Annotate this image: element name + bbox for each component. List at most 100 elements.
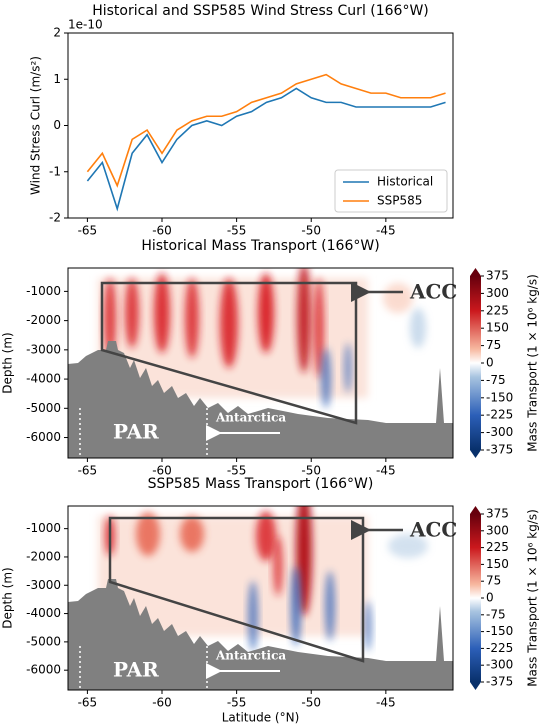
annotation: PAR — [113, 420, 159, 444]
colorbar-tick-label: -225 — [486, 408, 513, 422]
colorbar-label: Mass Transport (1 × 10⁶ kg/s) — [526, 509, 540, 687]
annotation: Antarctica — [215, 411, 286, 425]
plot-frame — [67, 505, 454, 691]
annotation: PAR — [113, 658, 159, 682]
colorbar-extend — [470, 450, 481, 458]
x-tick-label: -45 — [376, 696, 396, 710]
y-tick-label: -2000 — [26, 313, 61, 327]
series-line — [86, 87, 446, 212]
y-tick-label: 1 — [53, 72, 61, 86]
colorbar-tick-label: -300 — [486, 425, 513, 439]
x-tick-label: -60 — [152, 464, 172, 478]
y-tick-label: -1 — [49, 164, 61, 178]
field-blob — [325, 571, 335, 641]
colorbar-tick-label: 75 — [486, 338, 501, 352]
field-blob — [291, 566, 301, 646]
field-blob — [180, 516, 204, 552]
chart-title: Historical Mass Transport (166°W) — [141, 238, 379, 254]
plot-frame — [67, 267, 454, 459]
field-blob — [256, 511, 276, 561]
field-blob — [104, 278, 116, 358]
annotations: ACC PAR Antarctica — [113, 280, 457, 444]
bathymetry — [68, 579, 453, 690]
field — [68, 506, 453, 690]
offset-label: 1e-10 — [68, 18, 103, 32]
x-tick-label: -45 — [376, 224, 396, 238]
x-tick-label: -50 — [301, 224, 321, 238]
x-tick-label: -50 — [301, 696, 321, 710]
colorbar-tick-label: -225 — [486, 641, 513, 655]
x-tick-label: -55 — [227, 696, 247, 710]
y-axis-label: Depth (m) — [1, 332, 15, 393]
y-tick-label: -2 — [49, 211, 61, 225]
annotations: ACC PAR Antarctica — [113, 518, 457, 682]
field-blob — [383, 283, 413, 313]
y-tick-label: 2 — [53, 26, 61, 40]
colorbar-tick-label: -375 — [486, 443, 513, 457]
x-tick-label: -65 — [78, 696, 98, 710]
y-tick-label: -4000 — [26, 372, 61, 386]
colorbar-tick-label: 0 — [486, 591, 494, 605]
annotation: Antarctica — [215, 649, 286, 663]
colorbar-extend — [470, 268, 481, 276]
y-axis-label: Wind Stress Curl (m/s²) — [29, 56, 43, 195]
x-tick-label: -55 — [227, 224, 247, 238]
x-tick-label: -65 — [78, 464, 98, 478]
y-tick-label: 0 — [53, 118, 61, 132]
colorbar-tick-label: -150 — [486, 624, 513, 638]
field-blob — [410, 308, 426, 348]
colorbar-tick-label: -375 — [486, 675, 513, 689]
y-tick-label: -4000 — [26, 606, 61, 620]
chart-title: SSP585 Mass Transport (166°W) — [148, 476, 374, 492]
field-blob — [258, 273, 274, 353]
field-blob — [248, 581, 258, 651]
colorbar-extend — [470, 682, 481, 690]
y-tick-label: -1000 — [26, 521, 61, 535]
chart-title: Historical and SSP585 Wind Stress Curl (… — [92, 3, 429, 19]
y-tick-label: -5000 — [26, 401, 61, 415]
y-tick-label: -5000 — [26, 634, 61, 648]
colorbar-tick-label: 375 — [486, 507, 509, 521]
field-blob — [125, 278, 139, 348]
field-blob — [297, 268, 311, 373]
field-blob — [388, 534, 428, 558]
legend-label: Historical — [377, 175, 433, 189]
colorbar-extend — [470, 506, 481, 514]
y-tick-label: -3000 — [26, 578, 61, 592]
x-tick-label: -60 — [152, 696, 172, 710]
field-blob — [364, 601, 372, 651]
series-line — [86, 73, 446, 188]
colorbar-tick-label: 75 — [486, 574, 501, 588]
colorbar-tick-label: 150 — [486, 321, 509, 335]
x-tick-label: -45 — [376, 464, 396, 478]
colorbar-tick-label: -150 — [486, 390, 513, 404]
field-blob — [136, 512, 160, 556]
x-tick-label: -50 — [301, 464, 321, 478]
colorbar-tick-label: 375 — [486, 269, 509, 283]
colorbar-tick-label: 0 — [486, 356, 494, 370]
field-blob — [154, 273, 170, 353]
colorbar-tick-label: -300 — [486, 658, 513, 672]
field-inner — [68, 506, 453, 690]
annotation: ACC — [409, 280, 457, 304]
colorbar-label: Mass Transport (1 × 10⁶ kg/s) — [526, 274, 540, 452]
colorbar-tick-label: -75 — [486, 607, 506, 621]
y-tick-label: -3000 — [26, 342, 61, 356]
y-tick-label: -6000 — [26, 430, 61, 444]
colorbar — [470, 276, 481, 450]
field — [68, 268, 453, 458]
field-blob — [220, 278, 238, 368]
x-axis-label: Latitude (°N) — [222, 711, 300, 725]
colorbar-tick-label: 225 — [486, 303, 509, 317]
colorbar — [470, 514, 481, 682]
field-blob — [273, 536, 283, 596]
colorbar-tick-label: 225 — [486, 540, 509, 554]
field-blob — [344, 343, 352, 393]
field-blob — [314, 278, 324, 378]
y-tick-label: -2000 — [26, 549, 61, 563]
x-tick-label: -65 — [78, 224, 98, 238]
annotation: ACC — [409, 518, 457, 542]
colorbar-tick-label: -75 — [486, 373, 506, 387]
